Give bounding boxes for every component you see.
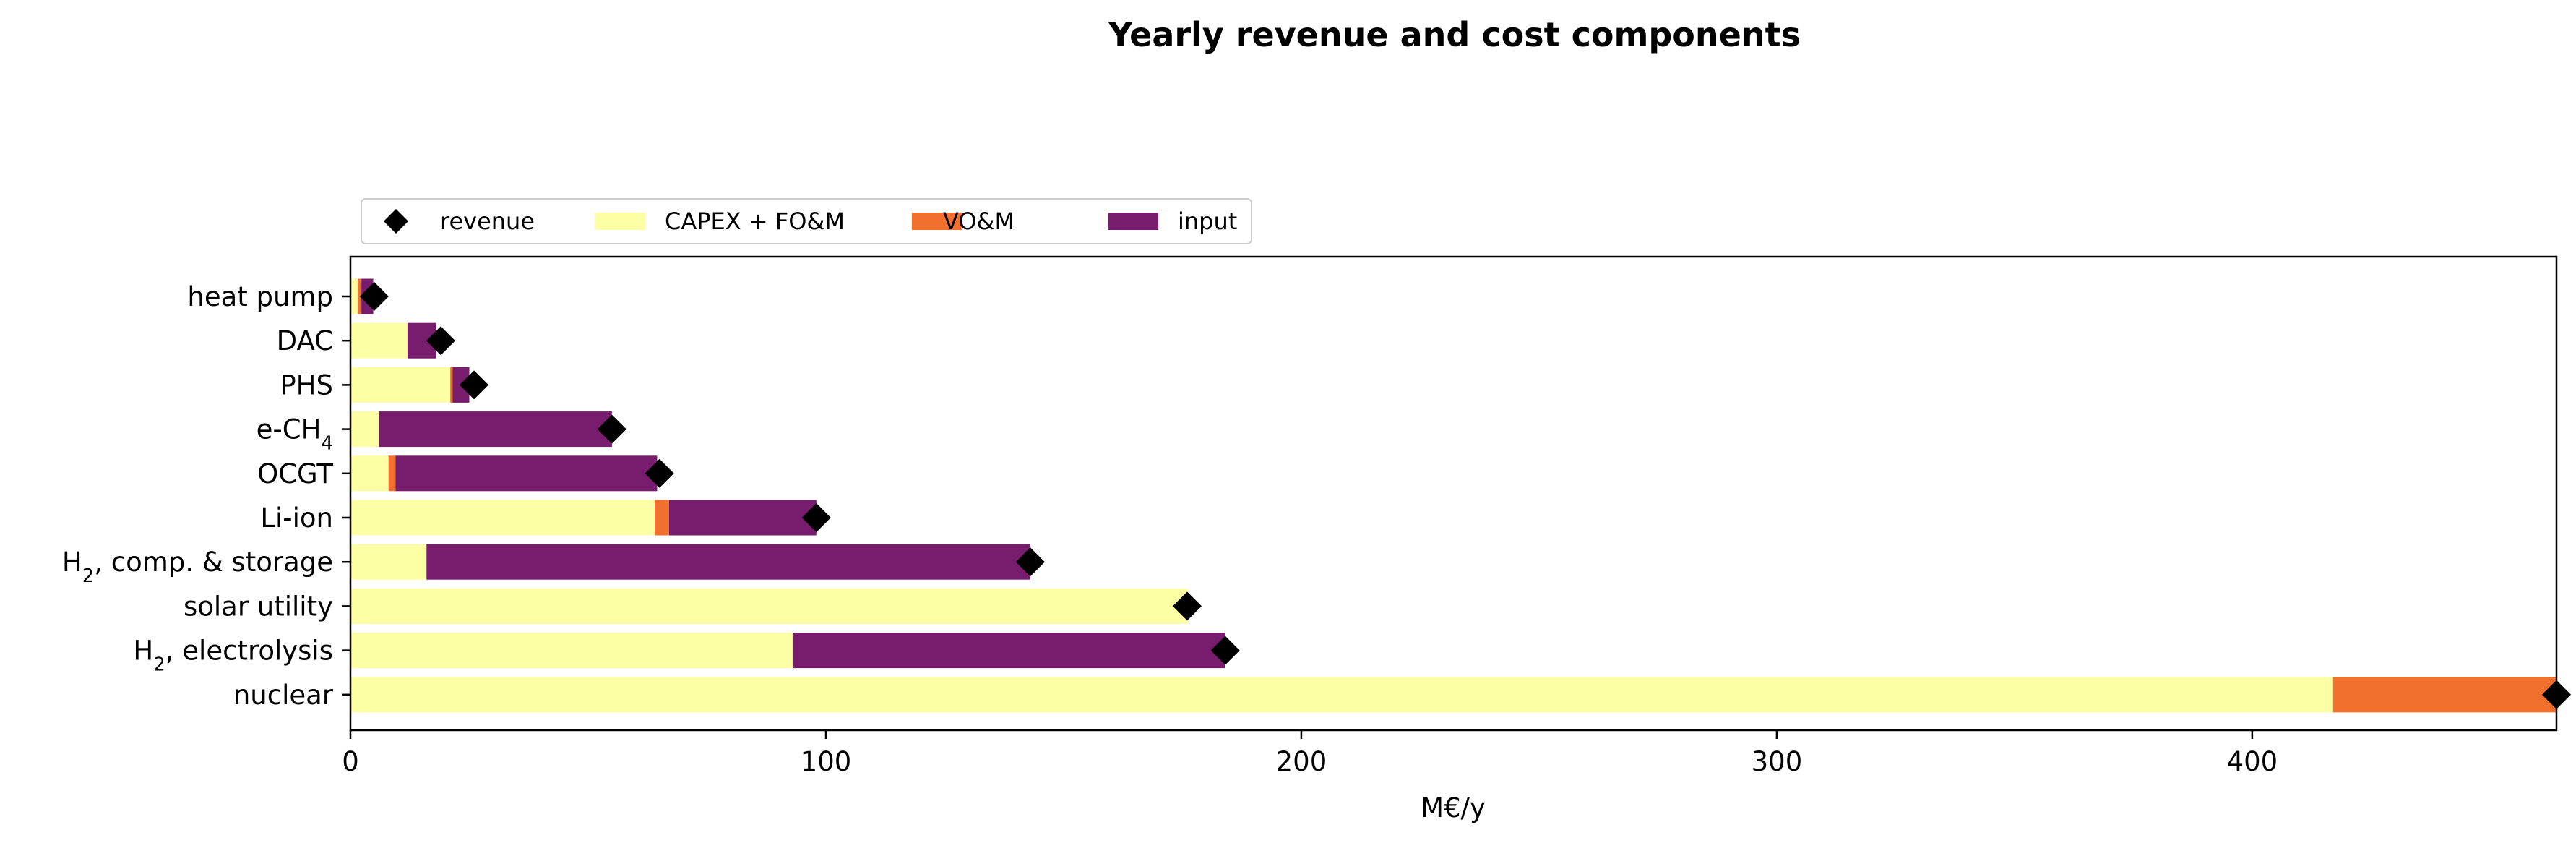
revenue-marker-2: [460, 370, 489, 400]
legend-label-3: input: [1178, 207, 1237, 235]
bar-input-3: [379, 411, 612, 448]
legend-swatch-1: [595, 213, 645, 230]
revenue-marker-1: [426, 326, 456, 356]
bar-capex-fo-m-4: [350, 455, 389, 492]
revenue-marker-3: [597, 414, 626, 444]
y-tick-label-9: nuclear: [233, 680, 334, 711]
legend: revenue CAPEX + FO&M VO&M input: [361, 198, 1252, 244]
bar-capex-fo-m-9: [350, 677, 2333, 713]
bar-input-4: [395, 455, 658, 492]
revenue-marker-4: [645, 458, 674, 488]
y-tick-label-8: H2, electrolysis: [133, 636, 333, 676]
x-tick-label-1: 100: [801, 746, 852, 777]
legend-swatch-2: [912, 213, 962, 230]
bar-vo-m-9: [2332, 677, 2556, 713]
y-tick-label-7: solar utility: [184, 591, 333, 622]
y-tick-label-5: Li-ion: [260, 502, 333, 534]
x-axis: 0 100 200 300 400: [342, 730, 2278, 777]
bar-capex-fo-m-6: [350, 544, 427, 580]
bar-capex-fo-m-8: [350, 633, 793, 669]
bar-vo-m-5: [655, 500, 669, 536]
bar-capex-fo-m-3: [350, 411, 379, 448]
y-tick-label-1: DAC: [277, 325, 333, 356]
legend-swatch-3: [1108, 213, 1158, 230]
legend-label-0: revenue: [440, 207, 535, 235]
legend-frame: [361, 198, 1252, 244]
revenue-marker-5: [801, 503, 831, 532]
x-tick-label-2: 200: [1276, 746, 1327, 777]
bar-capex-fo-m-5: [350, 500, 655, 536]
y-tick-label-2: PHS: [280, 369, 333, 401]
bar-capex-fo-m-7: [350, 588, 1188, 624]
bar-capex-fo-m-0: [350, 278, 358, 314]
bar-capex-fo-m-2: [350, 367, 451, 403]
chart-title: Yearly revenue and cost components: [1108, 15, 1801, 54]
x-axis-label: M€/y: [1421, 792, 1486, 823]
x-tick-label-4: 400: [2227, 746, 2278, 777]
revenue-marker-6: [1015, 547, 1045, 577]
revenue-marker-0: [359, 282, 389, 311]
legend-label-1: CAPEX + FO&M: [665, 207, 845, 235]
plot-frame: [349, 255, 2558, 732]
bar-vo-m-4: [388, 455, 396, 492]
revenue-marker-7: [1173, 591, 1202, 621]
bars-layer: [350, 278, 2556, 713]
bar-input-8: [792, 633, 1225, 669]
x-tick-label-3: 300: [1752, 746, 1803, 777]
bar-capex-fo-m-1: [350, 322, 408, 359]
y-tick-label-6: H2, comp. & storage: [62, 547, 333, 587]
y-tick-label-4: OCGT: [257, 458, 333, 489]
legend-label-2: VO&M: [943, 207, 1015, 235]
bar-input-6: [426, 544, 1030, 580]
revenue-marker-8: [1210, 636, 1240, 665]
y-tick-label-3: e-CH4: [257, 414, 333, 455]
y-tick-label-0: heat pump: [187, 281, 333, 312]
bar-input-5: [668, 500, 817, 536]
legend-revenue-marker: [384, 209, 408, 234]
bar-vo-m-0: [357, 278, 362, 314]
bar-vo-m-2: [450, 367, 453, 403]
x-tick-label-0: 0: [342, 746, 359, 777]
